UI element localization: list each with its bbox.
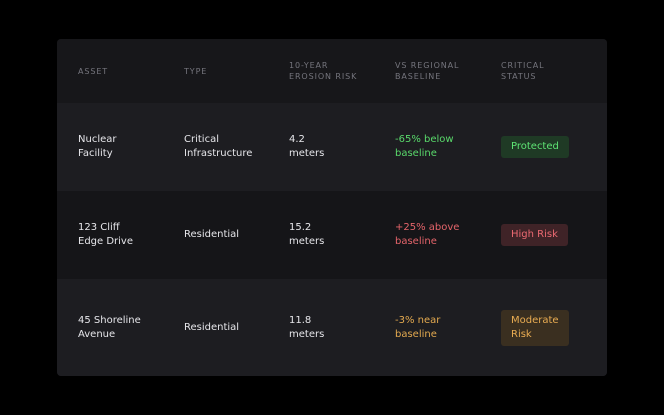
status-badge-high-risk: High Risk	[501, 224, 568, 246]
status-badge-protected: Protected	[501, 136, 569, 158]
baseline-comparison: -3% near baseline	[395, 314, 441, 340]
table-header-row: ASSET TYPE 10-YEAR EROSION RISK VS REGIO…	[57, 39, 607, 103]
erosion-risk-value: 11.8 meters	[289, 314, 325, 340]
asset-name: Nuclear Facility	[78, 134, 117, 159]
asset-type: Critical Infrastructure	[184, 134, 253, 159]
asset-name: 123 Cliff Edge Drive	[78, 222, 134, 247]
asset-name: 45 Shoreline Avenue	[78, 314, 141, 340]
asset-type: Residential	[184, 229, 240, 240]
erosion-risk-value: 15.2 meters	[289, 222, 325, 247]
table-row: 123 Cliff Edge Drive Residential 15.2 me…	[57, 191, 607, 279]
column-header-asset: ASSET	[78, 66, 109, 76]
table-row: Nuclear Facility Critical Infrastructure…	[57, 103, 607, 191]
erosion-risk-value: 4.2 meters	[289, 134, 325, 159]
table-row: 45 Shoreline Avenue Residential 11.8 met…	[57, 279, 607, 376]
column-header-vs-baseline: VS REGIONAL BASELINE	[395, 61, 460, 81]
baseline-comparison: +25% above baseline	[395, 222, 460, 247]
baseline-comparison: -65% below baseline	[395, 134, 454, 159]
column-header-critical-status: CRITICAL STATUS	[501, 61, 545, 81]
column-header-erosion-risk: 10-YEAR EROSION RISK	[289, 61, 358, 81]
asset-type: Residential	[184, 321, 240, 333]
erosion-risk-table: ASSET TYPE 10-YEAR EROSION RISK VS REGIO…	[57, 39, 607, 376]
column-header-type: TYPE	[184, 66, 208, 76]
status-badge-moderate-risk: Moderate Risk	[501, 309, 569, 346]
